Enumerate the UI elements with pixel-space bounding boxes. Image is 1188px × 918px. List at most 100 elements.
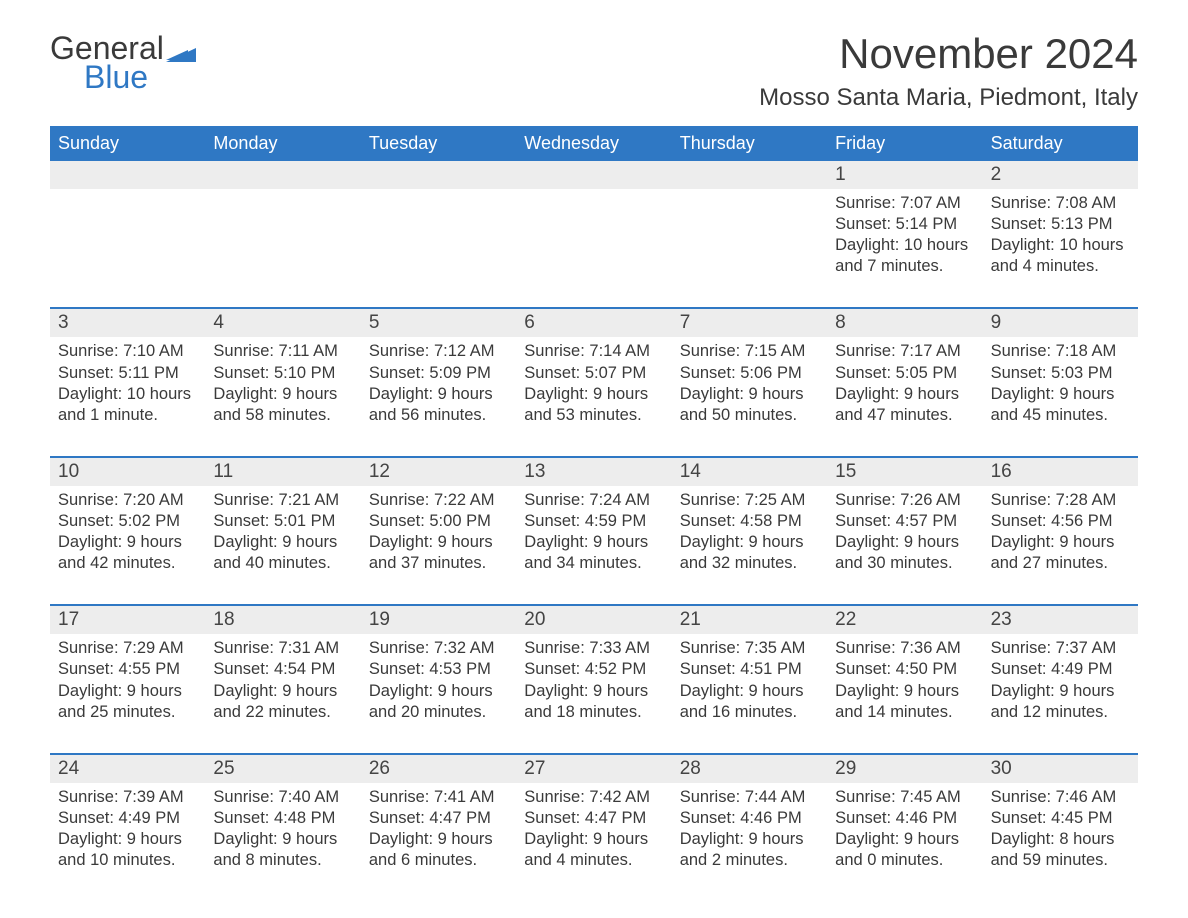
daylight-line-1: Daylight: 9 hours <box>835 532 974 553</box>
daylight-line-1: Daylight: 9 hours <box>58 829 197 850</box>
day-cell: Sunrise: 7:41 AMSunset: 4:47 PMDaylight:… <box>361 783 516 877</box>
daylight-line-2: and 30 minutes. <box>835 553 974 574</box>
sunset-line: Sunset: 4:46 PM <box>680 808 819 829</box>
sunrise-line: Sunrise: 7:45 AM <box>835 787 974 808</box>
day-number: 11 <box>205 458 360 486</box>
daylight-line-2: and 59 minutes. <box>991 850 1130 871</box>
day-cell: Sunrise: 7:17 AMSunset: 5:05 PMDaylight:… <box>827 337 982 431</box>
daylight-line-1: Daylight: 9 hours <box>680 829 819 850</box>
daylight-line-1: Daylight: 9 hours <box>369 532 508 553</box>
daynum-band: 24252627282930 <box>50 755 1138 783</box>
day-cell <box>50 189 205 283</box>
daylight-line-2: and 32 minutes. <box>680 553 819 574</box>
day-cell: Sunrise: 7:21 AMSunset: 5:01 PMDaylight:… <box>205 486 360 580</box>
daylight-line-1: Daylight: 9 hours <box>835 384 974 405</box>
day-cell: Sunrise: 7:42 AMSunset: 4:47 PMDaylight:… <box>516 783 671 877</box>
day-number: 10 <box>50 458 205 486</box>
day-cell: Sunrise: 7:39 AMSunset: 4:49 PMDaylight:… <box>50 783 205 877</box>
daylight-line-1: Daylight: 9 hours <box>58 681 197 702</box>
sunset-line: Sunset: 5:03 PM <box>991 363 1130 384</box>
daylight-line-2: and 58 minutes. <box>213 405 352 426</box>
day-cell: Sunrise: 7:07 AMSunset: 5:14 PMDaylight:… <box>827 189 982 283</box>
day-number: 19 <box>361 606 516 634</box>
daylight-line-2: and 25 minutes. <box>58 702 197 723</box>
day-cell: Sunrise: 7:40 AMSunset: 4:48 PMDaylight:… <box>205 783 360 877</box>
day-cell: Sunrise: 7:20 AMSunset: 5:02 PMDaylight:… <box>50 486 205 580</box>
logo: General Blue <box>50 30 196 96</box>
daylight-line-2: and 45 minutes. <box>991 405 1130 426</box>
sunset-line: Sunset: 4:58 PM <box>680 511 819 532</box>
daylight-line-1: Daylight: 9 hours <box>213 681 352 702</box>
title-block: November 2024 Mosso Santa Maria, Piedmon… <box>759 30 1138 112</box>
day-cell <box>672 189 827 283</box>
day-number <box>50 161 205 189</box>
sunrise-line: Sunrise: 7:28 AM <box>991 490 1130 511</box>
sunset-line: Sunset: 4:47 PM <box>369 808 508 829</box>
day-cell <box>361 189 516 283</box>
day-number: 23 <box>983 606 1138 634</box>
sunset-line: Sunset: 4:50 PM <box>835 659 974 680</box>
daylight-line-1: Daylight: 9 hours <box>213 384 352 405</box>
daylight-line-2: and 20 minutes. <box>369 702 508 723</box>
sunrise-line: Sunrise: 7:40 AM <box>213 787 352 808</box>
day-number: 24 <box>50 755 205 783</box>
daylight-line-2: and 7 minutes. <box>835 256 974 277</box>
day-number: 9 <box>983 309 1138 337</box>
daylight-line-2: and 34 minutes. <box>524 553 663 574</box>
week-row: 3456789Sunrise: 7:10 AMSunset: 5:11 PMDa… <box>50 307 1138 431</box>
day-number: 1 <box>827 161 982 189</box>
day-cell <box>205 189 360 283</box>
sunset-line: Sunset: 5:14 PM <box>835 214 974 235</box>
sunrise-line: Sunrise: 7:17 AM <box>835 341 974 362</box>
day-number: 2 <box>983 161 1138 189</box>
day-number: 8 <box>827 309 982 337</box>
day-number: 25 <box>205 755 360 783</box>
daylight-line-2: and 1 minute. <box>58 405 197 426</box>
week-row: 12Sunrise: 7:07 AMSunset: 5:14 PMDayligh… <box>50 161 1138 283</box>
day-cell: Sunrise: 7:28 AMSunset: 4:56 PMDaylight:… <box>983 486 1138 580</box>
sunrise-line: Sunrise: 7:15 AM <box>680 341 819 362</box>
sunset-line: Sunset: 4:49 PM <box>58 808 197 829</box>
calendar: SundayMondayTuesdayWednesdayThursdayFrid… <box>50 126 1138 877</box>
daylight-line-2: and 12 minutes. <box>991 702 1130 723</box>
sunset-line: Sunset: 5:10 PM <box>213 363 352 384</box>
daylight-line-1: Daylight: 9 hours <box>524 532 663 553</box>
day-cell: Sunrise: 7:11 AMSunset: 5:10 PMDaylight:… <box>205 337 360 431</box>
daylight-line-1: Daylight: 9 hours <box>991 384 1130 405</box>
sunset-line: Sunset: 4:51 PM <box>680 659 819 680</box>
dow-cell: Saturday <box>983 126 1138 161</box>
daylight-line-2: and 4 minutes. <box>991 256 1130 277</box>
daylight-line-1: Daylight: 9 hours <box>680 681 819 702</box>
daylight-line-2: and 53 minutes. <box>524 405 663 426</box>
sunrise-line: Sunrise: 7:24 AM <box>524 490 663 511</box>
day-number: 22 <box>827 606 982 634</box>
day-number: 18 <box>205 606 360 634</box>
sunrise-line: Sunrise: 7:29 AM <box>58 638 197 659</box>
daylight-line-1: Daylight: 9 hours <box>680 532 819 553</box>
day-cell: Sunrise: 7:22 AMSunset: 5:00 PMDaylight:… <box>361 486 516 580</box>
sunrise-line: Sunrise: 7:46 AM <box>991 787 1130 808</box>
sunrise-line: Sunrise: 7:11 AM <box>213 341 352 362</box>
daylight-line-2: and 10 minutes. <box>58 850 197 871</box>
sunset-line: Sunset: 5:07 PM <box>524 363 663 384</box>
daylight-line-1: Daylight: 9 hours <box>369 384 508 405</box>
day-number: 13 <box>516 458 671 486</box>
sunset-line: Sunset: 4:53 PM <box>369 659 508 680</box>
daylight-line-2: and 0 minutes. <box>835 850 974 871</box>
sunset-line: Sunset: 4:55 PM <box>58 659 197 680</box>
day-number: 30 <box>983 755 1138 783</box>
day-number: 21 <box>672 606 827 634</box>
day-cell <box>516 189 671 283</box>
sunset-line: Sunset: 4:57 PM <box>835 511 974 532</box>
daylight-line-1: Daylight: 9 hours <box>524 829 663 850</box>
day-number: 28 <box>672 755 827 783</box>
daylight-line-1: Daylight: 10 hours <box>58 384 197 405</box>
daylight-line-2: and 16 minutes. <box>680 702 819 723</box>
daylight-line-1: Daylight: 9 hours <box>213 829 352 850</box>
sunrise-line: Sunrise: 7:07 AM <box>835 193 974 214</box>
sunset-line: Sunset: 5:13 PM <box>991 214 1130 235</box>
sunset-line: Sunset: 5:06 PM <box>680 363 819 384</box>
sunrise-line: Sunrise: 7:22 AM <box>369 490 508 511</box>
header: General Blue November 2024 Mosso Santa M… <box>50 30 1138 112</box>
month-title: November 2024 <box>759 30 1138 78</box>
